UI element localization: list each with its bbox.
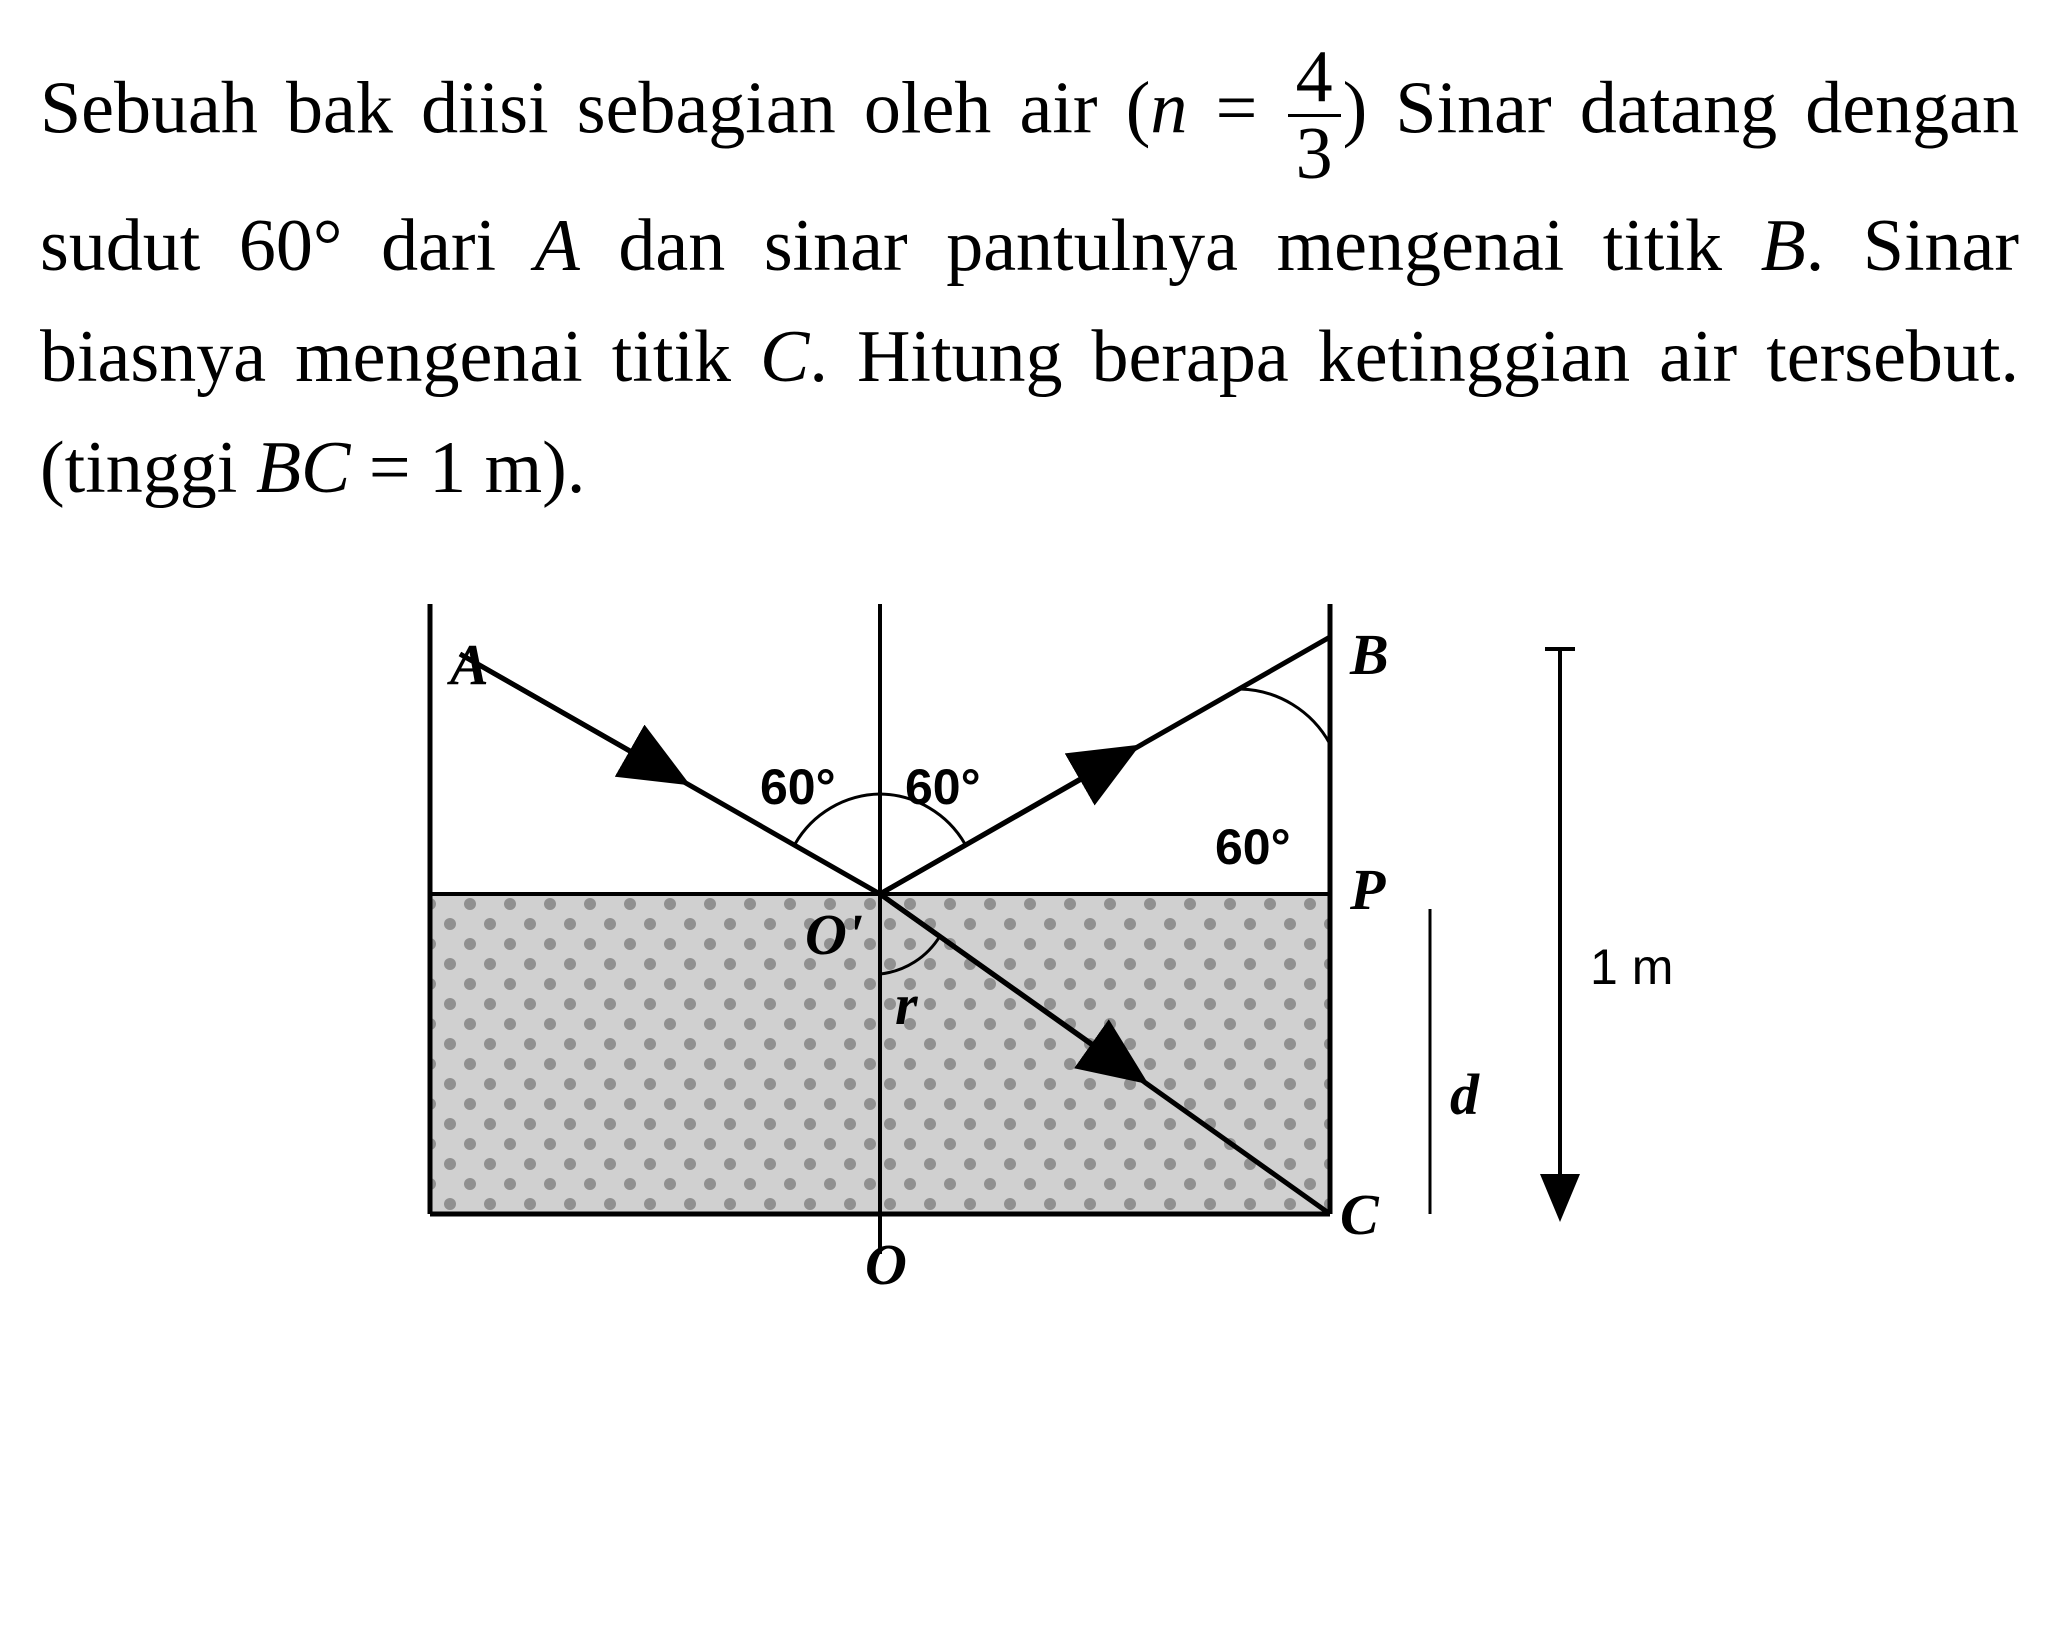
text-part: . Sinar — [1806, 205, 2019, 287]
refraction-diagram: A B C P O' O r 60° 60° 60° d 1 m — [280, 554, 1780, 1304]
diagram-svg: A B C P O' O r 60° 60° 60° d 1 m — [280, 554, 1780, 1304]
angle-text: 60° — [239, 205, 343, 287]
text-part: dan sinar pantulnya mengenai titik — [580, 205, 1761, 287]
text-part: = 1 m). — [350, 427, 585, 509]
text-part: dari — [343, 205, 535, 287]
variable-n: n — [1150, 67, 1187, 149]
point-b-text: B — [1761, 205, 1806, 287]
label-d: d — [1450, 1062, 1480, 1127]
label-r: r — [895, 972, 918, 1037]
text-part: biasnya mengenai titik — [40, 316, 760, 398]
label-a: A — [447, 632, 489, 697]
fraction-n: 4 3 — [1288, 40, 1341, 191]
text-part: . Hitung berapa — [809, 316, 1317, 398]
label-o: O — [865, 1232, 907, 1297]
point-c-text: C — [760, 316, 809, 398]
text-part: Sebuah bak diisi sebagian oleh air ( — [40, 67, 1150, 149]
label-c: C — [1340, 1182, 1380, 1247]
problem-text: Sebuah bak diisi sebagian oleh air (n = … — [40, 40, 2019, 524]
fraction-denominator: 3 — [1288, 117, 1341, 191]
angle-60-left: 60° — [760, 759, 836, 815]
fraction-numerator: 4 — [1288, 40, 1341, 117]
label-b: B — [1349, 622, 1389, 687]
text-part: = — [1187, 67, 1285, 149]
angle-60-right: 60° — [905, 759, 981, 815]
label-o-prime: O' — [805, 902, 863, 967]
label-1m: 1 m — [1590, 939, 1673, 995]
angle-60-corner: 60° — [1215, 819, 1291, 875]
point-a-text: A — [535, 205, 580, 287]
angle-arc-corner — [1240, 689, 1330, 744]
label-p: P — [1349, 857, 1386, 922]
segment-bc-text: BC — [256, 427, 351, 509]
